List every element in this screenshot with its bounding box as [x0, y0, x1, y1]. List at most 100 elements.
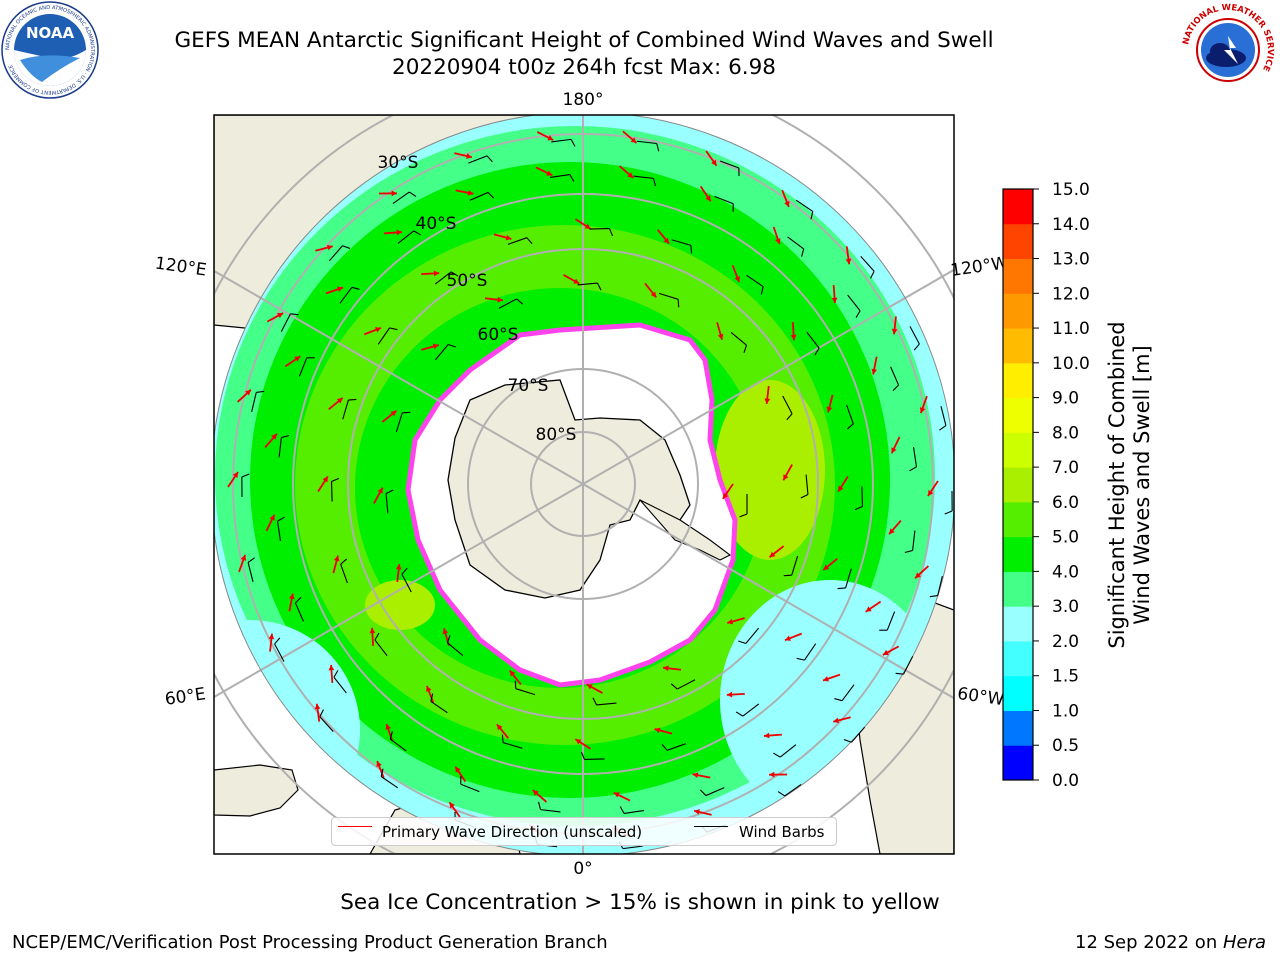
wind-barb-flag — [895, 672, 904, 675]
wind-barb — [468, 155, 488, 164]
wave-arrow-head — [369, 627, 376, 634]
colorbar-tick-label: 8.0 — [1052, 423, 1079, 443]
wind-barb — [624, 809, 645, 815]
wind-barb-flag — [608, 228, 614, 237]
wave-arrow-head — [396, 229, 403, 236]
wind-barb — [502, 742, 523, 749]
wave-arrow-head — [375, 327, 382, 333]
colorbar-label: Wind Waves and Swell [m] — [1130, 345, 1154, 625]
wave-arrow-head — [294, 356, 301, 362]
wind-barb — [340, 563, 348, 584]
wind-barb-flag — [450, 271, 459, 277]
wave-arrow-head — [575, 739, 582, 745]
wind-barb — [861, 486, 864, 507]
colorbar-tick-label: 13.0 — [1052, 250, 1090, 270]
wave-arrow-head — [245, 389, 251, 396]
wave-arrow-head — [268, 633, 275, 640]
longitude-label: 60°E — [164, 684, 207, 709]
footer-credit: NCEP/EMC/Verification Post Processing Pr… — [12, 932, 608, 953]
wave-arrow-head — [891, 328, 898, 335]
wave-arrow-head — [826, 406, 833, 413]
wind-barb — [937, 575, 943, 596]
wave-arrow-head — [336, 397, 343, 404]
colorbar-tick-label: 9.0 — [1052, 389, 1079, 409]
meridian-line — [214, 483, 584, 699]
wind-barb-flag — [389, 327, 398, 331]
wave-arrow-head — [823, 676, 829, 682]
wind-barb — [469, 191, 489, 201]
land-antarctic-peninsula — [639, 499, 732, 561]
wave-arrow-head — [783, 474, 789, 481]
latitude-label: 70°S — [508, 376, 549, 396]
wave-arrow-head — [433, 270, 440, 277]
wind-barb — [782, 395, 793, 414]
wind-barb-flag — [837, 587, 846, 590]
colorbar-tick-label: 15.0 — [1052, 180, 1090, 200]
wind-barb-flag — [909, 466, 917, 472]
wave-arrow-head — [547, 135, 554, 141]
wave-arrow-head — [586, 684, 593, 690]
wind-barb-flag — [537, 801, 542, 810]
land-africa — [214, 764, 299, 817]
wind-barb-flag — [333, 670, 339, 678]
meridian-line — [582, 483, 954, 700]
wind-barb-flag — [281, 434, 290, 439]
wind-barb — [779, 744, 797, 758]
wind-barb — [251, 392, 257, 413]
wind-barb — [841, 684, 855, 702]
wave-arrow-head — [769, 771, 775, 778]
wind-barb — [498, 298, 517, 309]
wind-barb-flag — [340, 558, 348, 565]
wind-barb — [319, 716, 334, 732]
wind-barb-flag — [256, 390, 265, 393]
wind-barb-flag — [735, 711, 744, 717]
wave-arrow-head — [627, 172, 634, 178]
wind-barb — [389, 738, 407, 752]
wind-barb-flag — [652, 178, 657, 187]
wind-barb-flag — [854, 505, 863, 511]
colorbar-tick-label: 5.0 — [1052, 528, 1079, 548]
wave-arrow-head — [442, 628, 449, 635]
wave-arrow-head — [271, 433, 277, 440]
wind-barb — [746, 274, 764, 288]
wind-barb-flag — [843, 739, 852, 743]
wind-barb — [395, 412, 403, 433]
wave-arrow-head — [769, 551, 776, 558]
wind-barb-flag — [944, 510, 953, 515]
wind-barb — [714, 195, 734, 205]
colorbar-tick-label: 0.0 — [1052, 771, 1079, 791]
wind-barb-flag — [739, 513, 748, 518]
wind-barb-flag — [331, 477, 340, 483]
wind-barb-flag — [619, 806, 625, 814]
band-6-7m-west — [365, 580, 435, 630]
colorbar-tick-label: 2.0 — [1052, 632, 1079, 652]
wind-barbs-legend-label: Wind Barbs — [739, 823, 825, 841]
noaa-logo: NOAA NATIONAL OCEANIC AND ATMOSPHERIC AD… — [1, 1, 99, 99]
wind-barb-flag — [783, 574, 792, 577]
wind-barb-flag — [380, 768, 384, 777]
wind-barb — [434, 344, 449, 361]
wave-arrow-head — [466, 153, 472, 159]
wind-barb-flag — [277, 516, 285, 522]
wave-arrow-head — [790, 334, 797, 341]
wind-barb — [845, 568, 852, 589]
colorbar-segment — [1003, 675, 1033, 711]
wave-arrow-head — [726, 691, 733, 698]
wind-barb-flag — [592, 697, 598, 706]
wind-barb — [787, 236, 805, 250]
wave-arrow-head — [240, 554, 247, 561]
wind-barb-flag — [773, 752, 781, 758]
wind-barb — [342, 399, 349, 420]
wind-barb — [806, 331, 820, 349]
colorbar-tick-label: 4.0 — [1052, 562, 1079, 582]
wind-barb-flag — [904, 549, 913, 554]
colorbar-tick-label: 7.0 — [1052, 458, 1079, 478]
wind-barb-flag — [446, 635, 451, 644]
wind-barb-flag — [834, 698, 843, 702]
wind-barb-flag — [596, 282, 602, 291]
wave-arrow-head — [432, 343, 439, 350]
wind-barb-flag — [514, 680, 517, 689]
wave-arrow-head — [650, 291, 657, 298]
latitude-label: 30°S — [378, 153, 419, 173]
wind-barb — [677, 679, 696, 690]
